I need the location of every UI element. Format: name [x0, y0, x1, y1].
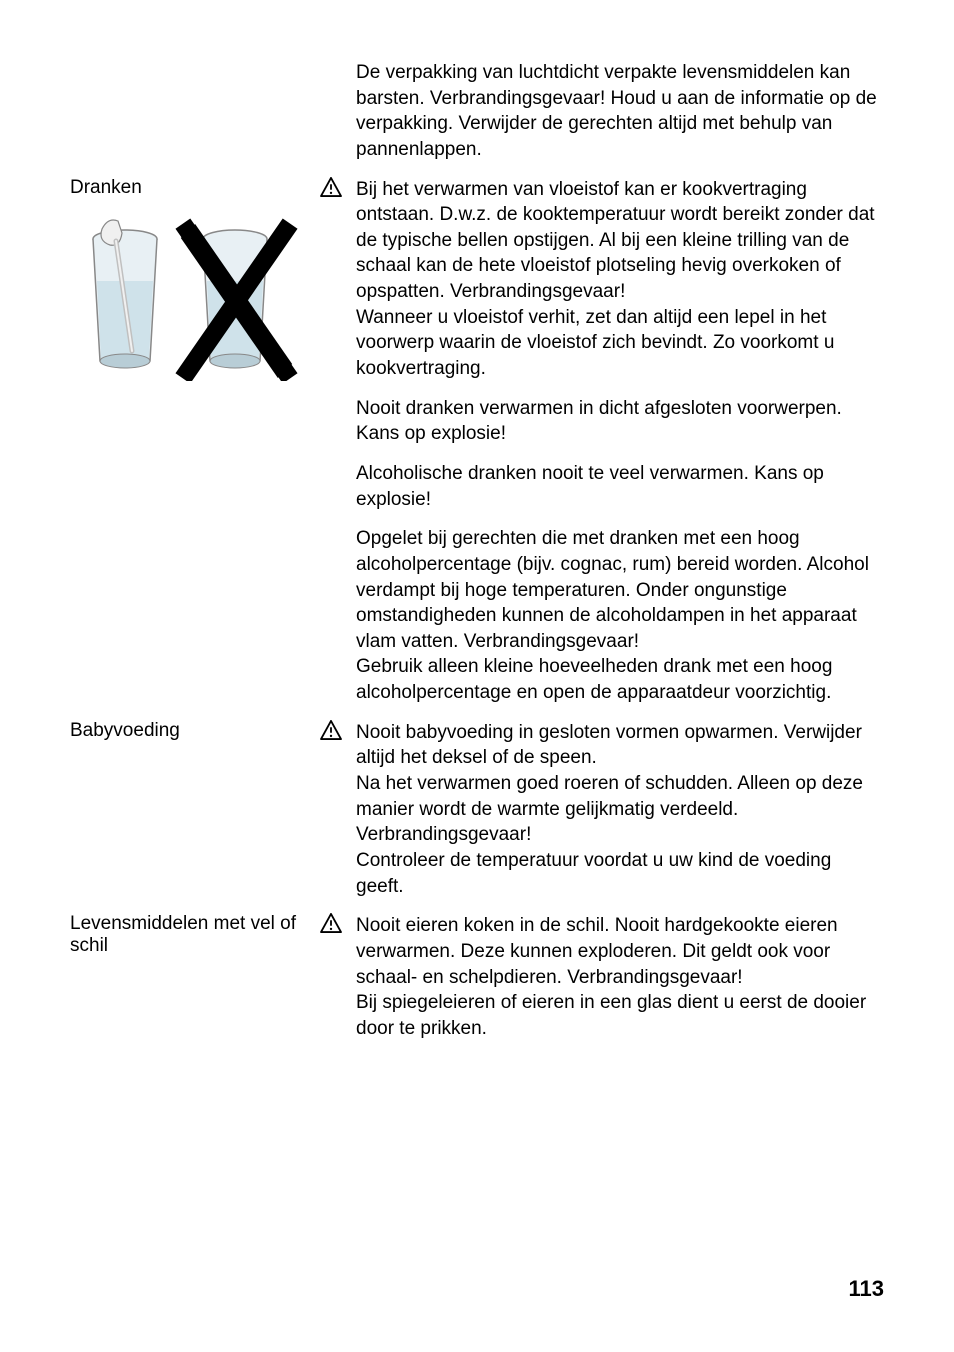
dranken-para-2: Nooit dranken verwarmen in dicht afgeslo… — [356, 396, 884, 447]
dranken-para-3: Alcoholische dranken nooit te veel verwa… — [356, 461, 884, 512]
warning-icon — [320, 720, 342, 740]
babyvoeding-para-1: Nooit babyvoeding in gesloten vormen opw… — [356, 720, 884, 899]
levensmiddelen-para-1: Nooit eieren koken in de schil. Nooit ha… — [356, 913, 884, 1041]
page-number: 113 — [70, 1276, 884, 1302]
section-title-babyvoeding: Babyvoeding — [70, 720, 310, 742]
dranken-para-1: Bij het verwarmen van vloeistof kan er k… — [356, 177, 884, 382]
section-title-levensmiddelen: Levensmiddelen met vel of schil — [70, 913, 310, 957]
warning-icon — [320, 913, 342, 933]
intro-text: De verpakking van luchtdicht verpakte le… — [356, 60, 884, 163]
dranken-para-4: Opgelet bij gerechten die met dranken me… — [356, 526, 884, 705]
section-title-dranken: Dranken — [70, 177, 310, 199]
glass-spoon-illustration — [70, 211, 310, 381]
warning-icon — [320, 177, 342, 197]
